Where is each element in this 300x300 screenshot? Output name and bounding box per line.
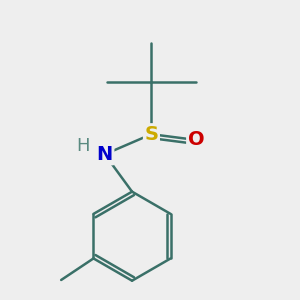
Text: S: S bbox=[144, 125, 158, 144]
Text: O: O bbox=[188, 130, 204, 149]
Text: H: H bbox=[76, 137, 90, 155]
Text: N: N bbox=[97, 145, 113, 164]
